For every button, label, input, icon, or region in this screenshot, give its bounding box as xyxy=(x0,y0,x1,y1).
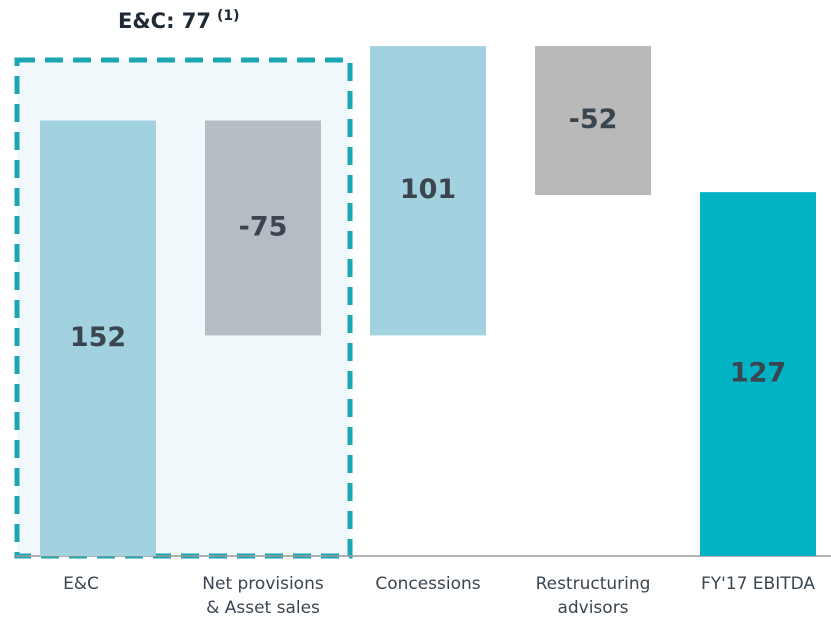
value-label: 101 xyxy=(400,174,456,205)
x-tick-label: Net provisions xyxy=(202,574,324,594)
x-tick-label: E&C xyxy=(63,574,99,594)
bar xyxy=(535,46,651,196)
annotation-note: (1) xyxy=(217,8,240,24)
bar xyxy=(205,120,321,336)
value-label: -75 xyxy=(239,211,288,242)
x-tick-label: Restructuring xyxy=(536,574,651,594)
annotation-text: E&C: 77 xyxy=(118,9,211,33)
x-tick-label: Concessions xyxy=(375,574,480,594)
x-tick-label: FY'17 EBITDA xyxy=(701,574,815,594)
annotation: E&C: 77 (1) xyxy=(118,8,240,33)
value-label: 127 xyxy=(730,358,786,389)
value-label: -52 xyxy=(569,104,618,135)
x-tick-label: advisors xyxy=(557,598,628,618)
bar xyxy=(40,120,156,557)
x-tick-label: & Asset sales xyxy=(206,598,320,618)
bar xyxy=(700,192,816,556)
bar xyxy=(370,46,486,336)
value-label: 152 xyxy=(70,322,126,353)
